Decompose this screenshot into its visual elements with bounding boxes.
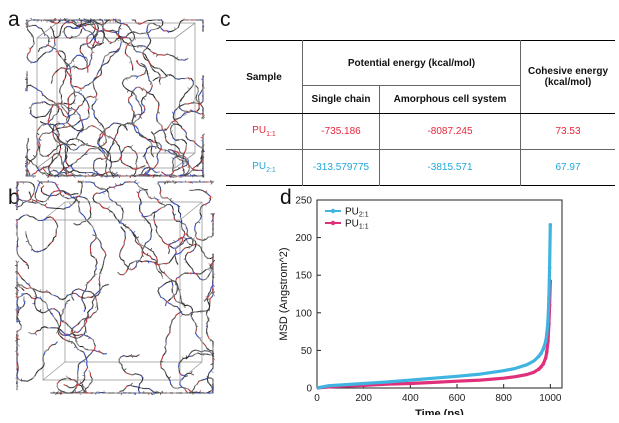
polymer-chain [152, 74, 205, 120]
polymer-chain [160, 311, 214, 395]
legend-marker [330, 208, 336, 214]
polymer-chain [119, 375, 214, 395]
polymer-chain [28, 180, 124, 225]
data-point [545, 332, 549, 336]
y-tick-label: 50 [301, 346, 313, 357]
polymer-chain [47, 50, 70, 178]
y-axis-label: MSD (Angstrom^2) [278, 247, 290, 340]
data-point [546, 318, 550, 323]
x-tick-label: 0 [314, 393, 320, 404]
x-tick-label: 1000 [539, 393, 562, 404]
header-cohesive-energy: Cohesive energy (kcal/mol) [520, 40, 615, 114]
row-pu11-cohesive: 73.53 [555, 126, 581, 137]
polymer-chain [159, 149, 204, 178]
polymer-chain [154, 75, 205, 135]
data-point [545, 350, 549, 354]
row-pu21-amorphous: -3815.571 [379, 149, 521, 186]
plot-frame [316, 199, 563, 389]
polymer-chain [55, 299, 89, 395]
polymer-chain [171, 149, 205, 178]
energy-table: Sample Potential energy (kcal/mol) Cohes… [226, 40, 615, 186]
molecular-model-image-b [15, 180, 215, 395]
polymer-chain [117, 203, 194, 276]
data-point [539, 365, 543, 369]
legend-marker [330, 220, 336, 226]
polymer-chain [42, 122, 128, 178]
data-point [548, 223, 553, 227]
polymer-chain [64, 95, 123, 163]
polymer-chain [97, 129, 146, 178]
series-line-pu11 [316, 281, 552, 390]
data-point [543, 339, 548, 344]
polymer-chain [15, 260, 110, 301]
x-tick-label: 800 [495, 393, 512, 404]
row-pu21-cohesive: 67.97 [555, 162, 581, 173]
data-point [543, 356, 548, 360]
polymer-chain [28, 44, 78, 119]
x-tick-label: 600 [449, 393, 466, 404]
data-point [547, 296, 551, 300]
panel-label-b: b [8, 186, 20, 209]
polymer-chain [34, 180, 93, 226]
panel-label-d: d [280, 186, 292, 209]
polymer-chain [129, 59, 162, 177]
polymer-chain [174, 237, 215, 302]
msd-chart: 0 200 400 600 800 1000 0 50 100 150 200 250 Time (ps… [278, 196, 563, 415]
polymer-chain [167, 236, 214, 308]
polymer-chain [189, 189, 215, 241]
row-pu11-sample: PU1:1 [226, 113, 303, 150]
polymer-chain [178, 352, 215, 394]
row-pu21-sample: PU2:1 [226, 149, 303, 186]
y-tick-label: 250 [295, 196, 312, 207]
header-single-chain: Single chain [302, 85, 380, 114]
y-tick-label: 200 [295, 233, 312, 244]
series-line-pu21 [316, 224, 552, 390]
header-amorphous-cell: Amorphous cell system [379, 85, 521, 114]
polymer-chain [15, 333, 58, 382]
polymer-chain [28, 234, 107, 340]
data-point [547, 265, 552, 270]
polymer-chain [119, 188, 166, 271]
polymer-chain [25, 18, 70, 26]
polymer-chain [127, 86, 184, 158]
x-tick-label: 400 [402, 393, 419, 404]
polymer-chain [15, 214, 59, 270]
polymer-chain [38, 18, 99, 84]
data-point [536, 354, 541, 359]
polymer-chain [25, 19, 56, 64]
polymer-chain [118, 353, 159, 395]
data-point [541, 362, 546, 366]
polymer-chain [122, 224, 215, 357]
molecular-model-image-a [25, 18, 205, 178]
header-potential-energy: Potential energy (kcal/mol) [302, 40, 521, 86]
y-tick-label: 100 [295, 308, 312, 319]
cell-box [42, 201, 203, 381]
polymer-chain [61, 18, 136, 71]
polymer-chain [79, 18, 164, 73]
polymer-chain [15, 181, 40, 211]
polymer-chain [50, 18, 168, 77]
panel-label-c: c [220, 8, 231, 31]
data-point [536, 367, 541, 371]
x-tick-label: 200 [355, 393, 372, 404]
row-pu21-single-chain: -313.579775 [302, 149, 380, 186]
header-sample: Sample [226, 40, 303, 114]
y-tick-label: 150 [295, 271, 312, 282]
polymer-chain [15, 284, 108, 355]
data-point [539, 351, 543, 356]
x-axis-label: Time (ps) [415, 408, 464, 415]
polymer-chain [153, 180, 186, 249]
polymer-chain [16, 292, 89, 336]
legend-label: PU2:1 [345, 207, 369, 219]
legend-label: PU1:1 [345, 219, 369, 231]
row-pu11-amorphous: -8087.245 [379, 113, 521, 150]
polymer-chain [56, 369, 137, 395]
y-tick-label: 0 [306, 384, 312, 395]
row-pu11-single-chain: -735.186 [302, 113, 380, 150]
panel-label-a: a [8, 8, 20, 31]
polymer-chain [39, 185, 98, 312]
data-point [541, 347, 546, 351]
